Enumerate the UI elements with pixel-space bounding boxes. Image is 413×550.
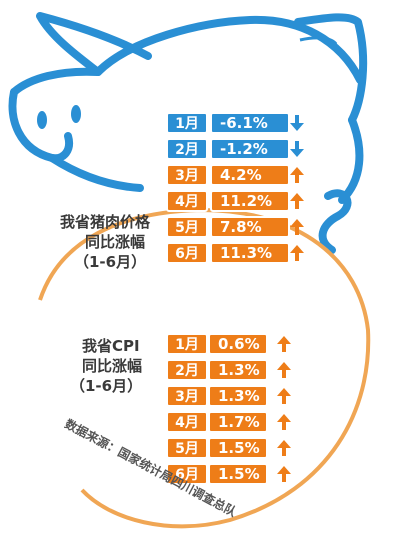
pork-month-1: 1月 <box>166 112 208 134</box>
pork-month-2: 2月 <box>166 138 208 160</box>
pork-arrow-1-down-icon <box>290 115 304 131</box>
pig-nostril-left <box>37 111 47 129</box>
pig-right-cheek <box>338 116 364 204</box>
pork-arrow-3-up-icon <box>290 167 304 183</box>
pork-value-3: 4.2% <box>210 164 290 186</box>
pork-label-line3: （1-6月） <box>74 253 147 271</box>
pork-month-6: 6月 <box>166 242 208 264</box>
pig-left-ear <box>36 12 152 76</box>
pork-arrow-5-up-icon <box>290 219 304 235</box>
pig-tail <box>318 189 352 254</box>
cpi-value-6: 1.5% <box>208 463 268 485</box>
pork-month-4: 4月 <box>166 190 208 212</box>
pig-head-outline <box>94 15 364 84</box>
cpi-arrow-6-up-icon <box>277 466 291 482</box>
pig-snout-bottom <box>48 154 144 192</box>
pig-nostril-right <box>71 105 81 123</box>
pork-arrow-6-up-icon <box>290 245 304 261</box>
pork-value-6: 11.3% <box>210 242 290 264</box>
pork-arrow-4-up-icon <box>290 193 304 209</box>
cpi-arrow-5-up-icon <box>277 440 291 456</box>
cpi-month-6: 6月 <box>166 463 208 485</box>
pork-value-2: -1.2% <box>210 138 290 160</box>
pork-value-4: 11.2% <box>210 190 290 212</box>
arrow-layer <box>277 115 304 482</box>
pork-label-line2: 同比涨幅 <box>85 233 146 251</box>
pig-right-ear <box>294 13 368 124</box>
pork-label-line1: 我省猪肉价格 <box>60 213 151 231</box>
cpi-value-3: 1.3% <box>208 385 268 407</box>
pork-value-1: -6.1% <box>210 112 290 134</box>
pig-inner-ear <box>299 36 338 46</box>
cpi-value-2: 1.3% <box>208 359 268 381</box>
cpi-label-line1: 我省CPI <box>82 337 140 355</box>
cpi-arrow-1-up-icon <box>277 336 291 352</box>
cpi-month-3: 3月 <box>166 385 208 407</box>
cpi-month-5: 5月 <box>166 437 208 459</box>
pork-month-5: 5月 <box>166 216 208 238</box>
cpi-label-line3: （1-6月） <box>70 377 143 395</box>
cpi-label-line2: 同比涨幅 <box>82 357 143 375</box>
cpi-arrow-4-up-icon <box>277 414 291 430</box>
pork-arrow-2-down-icon <box>290 141 304 157</box>
cpi-arrow-3-up-icon <box>277 388 291 404</box>
cpi-value-1: 0.6% <box>208 333 268 355</box>
pig-snout-top <box>10 67 102 96</box>
pork-month-3: 3月 <box>166 164 208 186</box>
cpi-arrow-2-up-icon <box>277 362 291 378</box>
pork-value-5: 7.8% <box>210 216 290 238</box>
cpi-month-4: 4月 <box>166 411 208 433</box>
cpi-month-2: 2月 <box>166 359 208 381</box>
cpi-value-5: 1.5% <box>208 437 268 459</box>
cpi-value-4: 1.7% <box>208 411 268 433</box>
belly-outline <box>38 207 371 529</box>
cpi-month-1: 1月 <box>166 333 208 355</box>
